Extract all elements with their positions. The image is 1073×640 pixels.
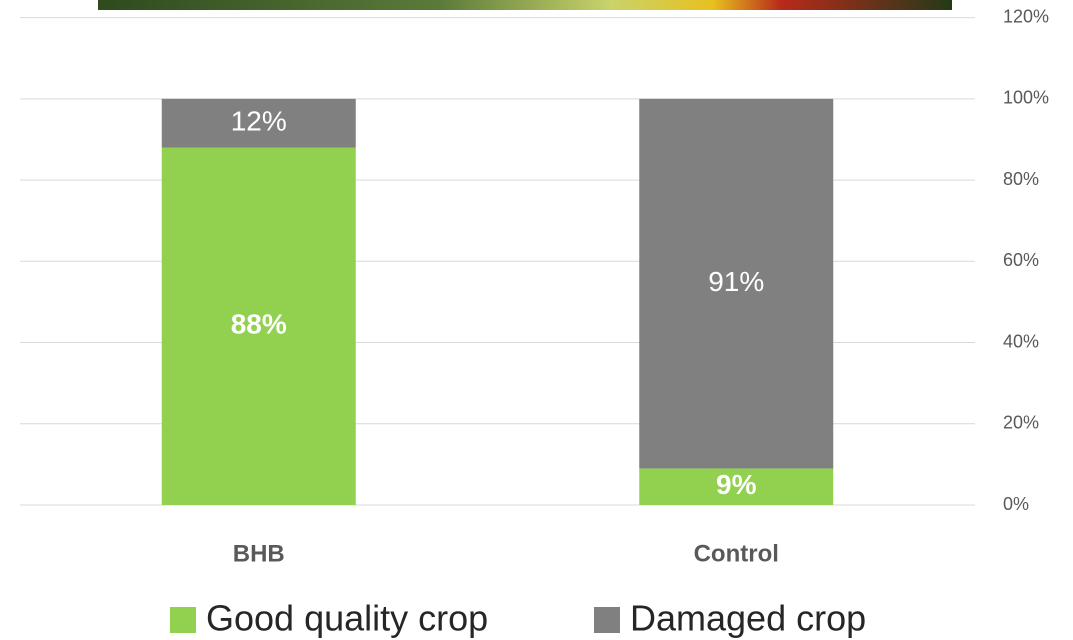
legend-swatch — [170, 607, 196, 633]
y-tick-label: 80% — [1003, 169, 1039, 189]
bar-segment — [161, 98, 356, 148]
data-label: 12% — [231, 106, 287, 137]
legend-label: Good quality crop — [206, 598, 488, 639]
data-label: 88% — [231, 309, 287, 340]
legend-swatch — [594, 607, 620, 633]
x-tick-label: BHB — [233, 540, 285, 567]
y-tick-label: 20% — [1003, 413, 1039, 433]
legend-label: Damaged crop — [630, 598, 866, 639]
y-tick-label: 100% — [1003, 88, 1049, 108]
bar-segment — [161, 147, 356, 505]
data-label: 91% — [708, 266, 764, 297]
x-tick-label: Control — [694, 540, 779, 567]
y-tick-label: 0% — [1003, 494, 1029, 514]
bar-segment — [639, 468, 834, 505]
data-label: 9% — [716, 469, 757, 500]
y-tick-label: 60% — [1003, 250, 1039, 270]
photo-strip — [98, 0, 952, 10]
y-tick-label: 40% — [1003, 331, 1039, 351]
bar-segment — [639, 98, 834, 469]
y-tick-label: 120% — [1003, 6, 1049, 26]
